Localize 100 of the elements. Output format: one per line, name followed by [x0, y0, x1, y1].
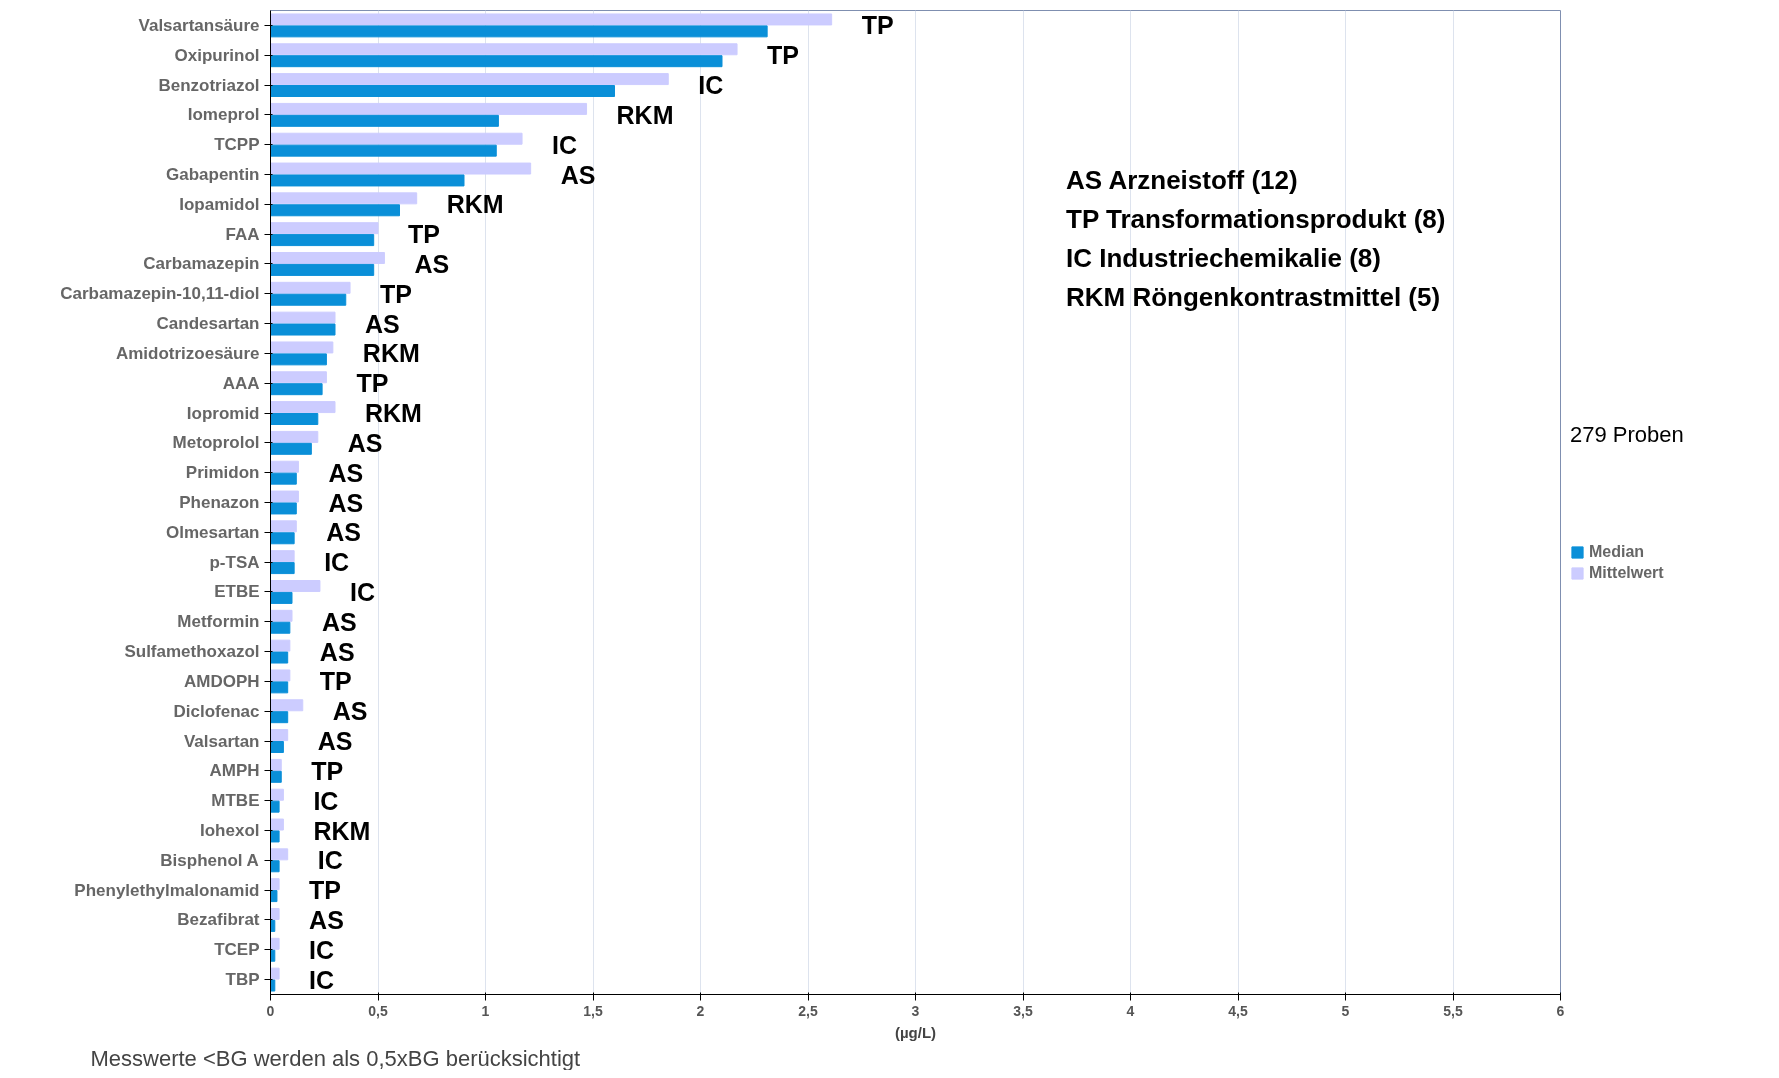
bar: [270, 729, 289, 742]
annotation: AS: [347, 428, 383, 457]
annotation: TP: [356, 369, 389, 398]
bar: [270, 85, 615, 97]
y-tick-label: Phenylethylmalonamid: [74, 880, 260, 900]
bar: [270, 401, 336, 414]
bar: [270, 144, 497, 157]
y-tick-label: Bisphenol A: [160, 850, 259, 870]
y-tick-label: Amidotrizoesäure: [115, 343, 260, 363]
annotation: TP: [311, 756, 344, 785]
bar: [270, 621, 291, 634]
annotation: AS: [317, 727, 353, 756]
bar: [270, 353, 327, 366]
annotation: TP: [408, 220, 440, 249]
bar: [270, 323, 336, 336]
bar: [270, 818, 284, 831]
x-tick-label: 2,5: [798, 1002, 818, 1019]
x-tick-label: 5: [1341, 1002, 1350, 1019]
bar: [270, 55, 723, 68]
bar: [270, 758, 282, 771]
annotation: AS: [328, 458, 364, 487]
bar: [270, 311, 336, 324]
y-tick-label: TCPP: [214, 135, 260, 155]
annotation: RKM Röngenkontrastmittel (5): [1066, 281, 1441, 312]
bar: [270, 13, 833, 26]
annotation: TP: [380, 279, 412, 308]
bar: [270, 800, 280, 813]
bar: [270, 73, 669, 86]
annotation: TP Transformationsprodukt (8): [1066, 204, 1446, 235]
bar: [270, 788, 284, 801]
y-tick-label: AMPH: [209, 761, 260, 781]
x-tick-label: 0,5: [368, 1002, 388, 1019]
legend-label: Mittelwert: [1589, 564, 1664, 582]
bar: [270, 192, 418, 205]
y-tick-label: Iopromid: [186, 403, 260, 423]
x-tick-label: 1: [481, 1002, 490, 1019]
annotation: AS: [414, 249, 450, 278]
y-tick-label: Iomeprol: [187, 105, 260, 125]
bar: [270, 770, 282, 783]
y-tick-label: Valsartansäure: [138, 15, 260, 35]
text: 279 Proben: [1570, 422, 1684, 448]
annotation: IC: [324, 548, 350, 577]
bar: [270, 413, 319, 425]
y-tick-label: ETBE: [214, 582, 260, 602]
annotation: RKM: [313, 816, 371, 845]
y-tick-label: MTBE: [211, 791, 260, 811]
bar: [270, 341, 334, 354]
bar: [270, 222, 379, 235]
annotation: RKM: [365, 399, 422, 428]
annotation: AS: [326, 518, 362, 547]
bar: [270, 293, 347, 306]
y-tick-label: Primidon: [185, 463, 260, 483]
y-tick-label: Candesartan: [156, 314, 260, 334]
y-tick-label: Sulfamethoxazol: [124, 642, 260, 662]
bar: [270, 550, 295, 563]
y-tick-label: Metformin: [177, 612, 260, 632]
bar: [270, 669, 291, 682]
y-tick-label: Carbamazepin-10,11-diol: [60, 284, 260, 304]
bar: [270, 162, 532, 175]
x-tick-label: 3,5: [1013, 1002, 1033, 1019]
x-tick-label: 1,5: [583, 1002, 603, 1019]
y-tick-label: Oxipurinol: [174, 45, 260, 65]
bar: [270, 830, 280, 843]
bar: [270, 609, 293, 622]
bar: [270, 520, 297, 533]
bar: [270, 460, 299, 473]
bar: [270, 741, 284, 753]
annotation: IC: [698, 71, 724, 100]
bar: [270, 591, 293, 604]
annotation: AS: [328, 488, 364, 517]
bar: [270, 967, 280, 980]
bar: [270, 681, 289, 694]
bar: [270, 263, 375, 276]
annotation: AS: [309, 905, 344, 934]
x-tick-label: 4: [1126, 1002, 1135, 1019]
annotation: IC: [313, 786, 339, 815]
bar: [270, 371, 327, 384]
annotation: AS: [365, 309, 400, 338]
bar: [270, 937, 280, 950]
bar: [270, 472, 297, 485]
bar: [270, 383, 323, 396]
bar: [270, 639, 291, 652]
x-tick-label: 5,5: [1443, 1002, 1463, 1019]
annotation: IC Industriechemikalie (8): [1066, 242, 1381, 273]
bar: [270, 102, 588, 115]
bar: [270, 711, 289, 724]
annotation: IC: [309, 965, 335, 994]
annotation: IC: [309, 935, 335, 964]
bar: [270, 43, 738, 56]
bar: [270, 25, 768, 38]
y-tick-label: AMDOPH: [183, 671, 260, 691]
annotation: AS: [322, 607, 357, 636]
annotation: RKM: [362, 339, 420, 368]
bar: [270, 860, 280, 873]
annotation: AS: [332, 697, 368, 726]
bar: [270, 699, 304, 712]
bar: [270, 430, 319, 443]
annotation: IC: [317, 846, 343, 875]
annotation: IC: [349, 577, 375, 606]
bar: [270, 878, 280, 891]
